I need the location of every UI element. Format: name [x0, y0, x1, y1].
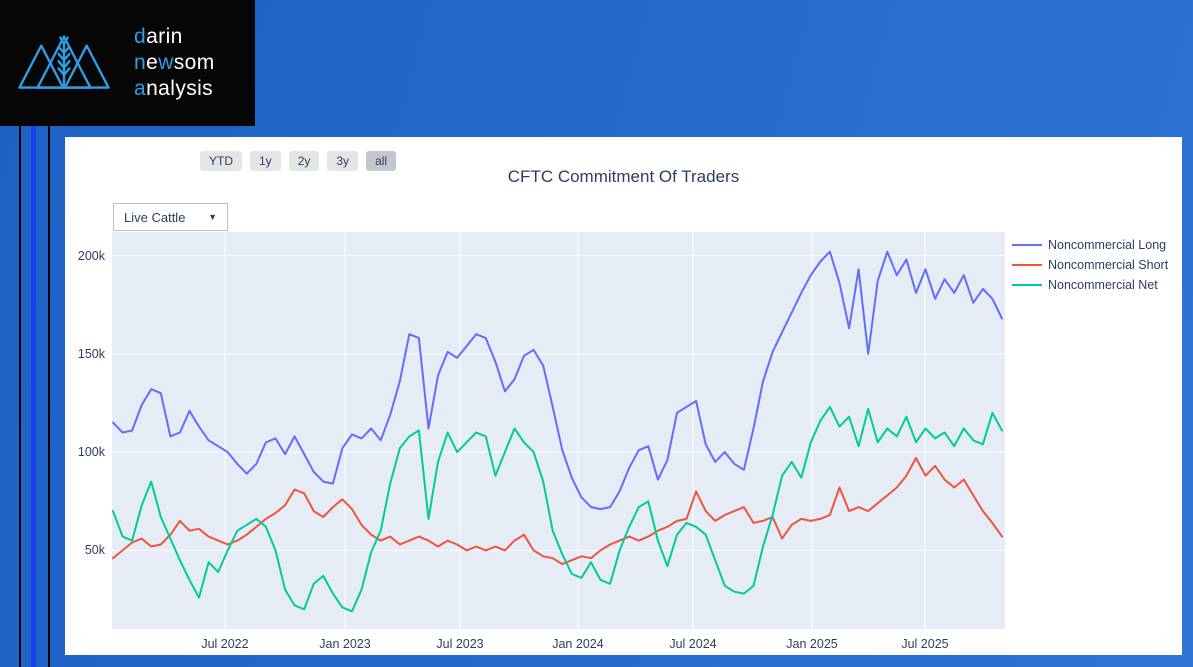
left-accent-stripe-dark-1	[19, 126, 21, 667]
brand-line-0: darin	[134, 25, 183, 48]
x-axis-tick-label: Jan 2024	[552, 637, 604, 651]
chart-title: CFTC Commitment Of Traders	[507, 167, 740, 186]
legend-label: Noncommercial Short	[1048, 258, 1169, 272]
left-accent-stripe-blue	[31, 126, 36, 667]
legend-label: Noncommercial Net	[1048, 278, 1158, 292]
legend-line-swatch	[1012, 284, 1042, 286]
chart-card: YTD 1y 2y 3y all CFTC Commitment Of Traders …	[65, 137, 1182, 655]
range-button-2y[interactable]: 2y	[288, 151, 320, 171]
x-axis-tick-label: Jan 2023	[319, 637, 371, 651]
legend-item-noncommercial-short[interactable]: Noncommercial Short	[1012, 255, 1168, 275]
legend-label: Noncommercial Long	[1048, 238, 1167, 252]
plot-area[interactable]	[112, 232, 1005, 629]
series-line-noncommercial-long	[112, 250, 1003, 511]
y-axis-tick-label: 200k	[77, 248, 105, 263]
time-range-selector: YTD 1y 2y 3y all	[200, 151, 404, 171]
range-button-3y[interactable]: 3y	[327, 151, 359, 171]
chart-legend: Noncommercial Long Noncommercial Short Non…	[1012, 235, 1168, 295]
chevron-down-icon: ▼	[208, 212, 217, 222]
legend-line-swatch	[1012, 244, 1042, 246]
y-axis-tick-label: 50k	[84, 543, 105, 558]
commodity-dropdown[interactable]: Live Cattle ▼	[113, 203, 228, 231]
y-axis-tick-label: 100k	[77, 445, 105, 460]
x-axis-tick-label: Jul 2022	[201, 637, 249, 651]
x-axis-tick-label: Jul 2024	[669, 637, 717, 651]
legend-line-swatch	[1012, 264, 1042, 266]
x-axis-tick-label: Jul 2025	[901, 637, 949, 651]
range-button-1y[interactable]: 1y	[250, 151, 281, 171]
brand-line-1: newsom	[134, 51, 215, 74]
left-accent-stripe-dark-2	[48, 126, 50, 667]
commodity-dropdown-value: Live Cattle	[124, 209, 186, 225]
range-button-ytd[interactable]: YTD	[200, 151, 242, 171]
series-line-noncommercial-net	[112, 405, 1003, 613]
x-axis-tick-label: Jul 2023	[436, 637, 484, 651]
mountains-wheat-icon	[18, 35, 110, 89]
y-axis-tick-label: 150k	[77, 346, 105, 361]
legend-item-noncommercial-long[interactable]: Noncommercial Long	[1012, 235, 1168, 255]
brand-wordmark: darin newsom analysis	[134, 24, 215, 102]
legend-item-noncommercial-net[interactable]: Noncommercial Net	[1012, 275, 1168, 295]
x-axis-tick-label: Jan 2025	[786, 637, 838, 651]
range-button-all[interactable]: all	[366, 151, 397, 171]
brand-logo[interactable]: darin newsom analysis	[0, 0, 255, 126]
brand-line-2: analysis	[134, 77, 214, 100]
